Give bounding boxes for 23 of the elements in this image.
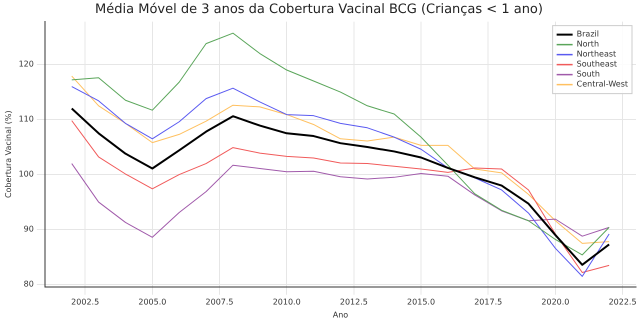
x-tick-label: 2010.0 — [272, 298, 301, 307]
y-tick-label: 100 — [18, 170, 34, 179]
x-tick-label: 2007.5 — [206, 298, 234, 307]
x-tick-label: 2017.5 — [474, 298, 502, 307]
chart-title: Média Móvel de 3 anos da Cobertura Vacinal BCG (Crianças < 1 ano) — [95, 2, 543, 18]
legend-label: South — [576, 70, 600, 79]
x-tick-label: 2002.5 — [71, 298, 100, 307]
y-tick-label: 120 — [18, 60, 34, 69]
legend-label: Central-West — [576, 80, 628, 89]
y-tick-label: 110 — [18, 114, 34, 124]
legend-label: Southeast — [576, 60, 618, 69]
legend-label: Northeast — [576, 50, 616, 59]
legend-label: North — [576, 40, 600, 49]
x-axis-title: Ano — [332, 310, 348, 320]
y-tick-label: 80 — [24, 280, 34, 289]
x-tick-label: 2005.0 — [138, 298, 166, 307]
y-tick-label: 90 — [24, 224, 34, 234]
y-axis-title: Cobertura Vacinal (%) — [4, 110, 13, 198]
x-tick-label: 2012.5 — [340, 298, 368, 307]
x-tick-label: 2022.5 — [608, 298, 637, 307]
x-tick-label: 2015.0 — [407, 298, 436, 307]
x-tick-label: 2020.0 — [541, 298, 570, 307]
legend-label: Brazil — [576, 30, 599, 39]
